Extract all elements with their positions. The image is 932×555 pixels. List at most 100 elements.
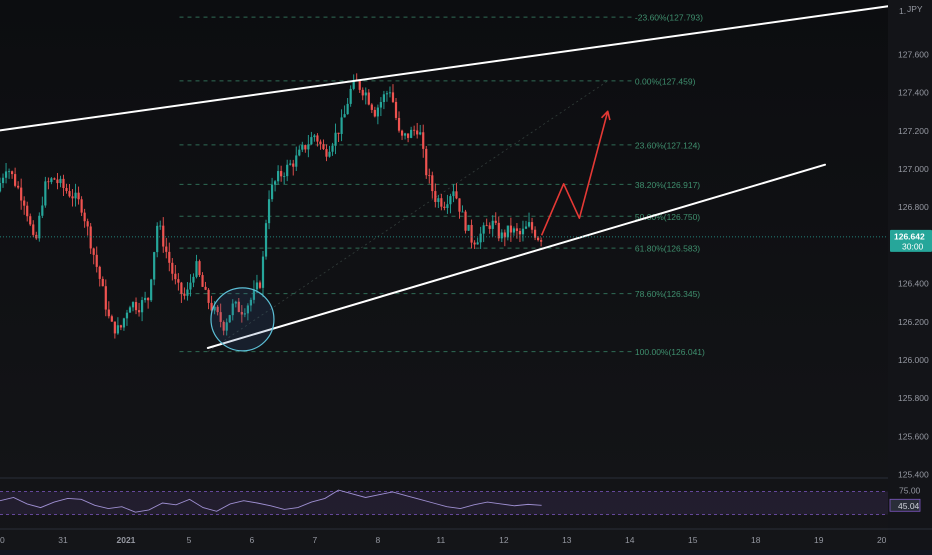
candle-body xyxy=(225,322,228,331)
candle-body xyxy=(53,178,56,180)
candle-body xyxy=(443,206,446,208)
time-tick-label: 6 xyxy=(250,535,255,545)
current-price-label: 126.642 xyxy=(894,231,925,241)
candle-body xyxy=(1,177,5,184)
candle-body xyxy=(491,220,494,229)
candle-body xyxy=(334,132,337,146)
candle-body xyxy=(219,312,222,322)
time-tick-label: 18 xyxy=(751,535,761,545)
bar-countdown-label: 30:00 xyxy=(902,241,924,251)
candle-body xyxy=(416,130,419,135)
candle-body xyxy=(400,130,404,136)
candle-body xyxy=(249,299,253,306)
candle-body xyxy=(331,145,334,152)
candle-body xyxy=(186,289,189,296)
projection-path[interactable] xyxy=(540,110,611,236)
candle-body xyxy=(328,151,331,157)
candle-body xyxy=(325,149,328,157)
candle-body xyxy=(0,183,2,192)
candle-body xyxy=(231,303,234,316)
highlight-circle[interactable] xyxy=(210,287,275,352)
time-tick-label: 5 xyxy=(187,535,192,545)
time-tick-label: 11 xyxy=(436,535,445,545)
candle-body xyxy=(4,171,8,178)
candle-body xyxy=(512,228,516,233)
candle-body xyxy=(422,132,425,149)
candle-body xyxy=(267,199,271,224)
candle-body xyxy=(159,225,162,227)
candle-body xyxy=(104,286,107,310)
current-price-badge[interactable] xyxy=(890,229,932,252)
lower-trendline-line[interactable] xyxy=(206,163,827,349)
candle-body xyxy=(264,223,268,257)
candle-body xyxy=(524,226,528,229)
candle-body xyxy=(319,141,322,145)
candle-body xyxy=(434,191,437,202)
candle-body xyxy=(201,275,204,287)
candle-body xyxy=(68,191,71,197)
candle-body xyxy=(425,148,428,176)
candle-body xyxy=(228,315,231,323)
candle-body xyxy=(373,109,376,117)
candle-body xyxy=(361,89,364,96)
candle-body xyxy=(536,237,540,241)
highlight-circle-shape[interactable] xyxy=(210,287,275,352)
candle-body xyxy=(240,311,243,315)
candle-body xyxy=(174,273,177,280)
candle-body xyxy=(292,163,295,167)
candle-body xyxy=(107,309,110,317)
time-tick-label: 20 xyxy=(877,535,887,545)
candle-body xyxy=(71,196,74,199)
fib-diagonal-line xyxy=(207,80,608,352)
candle-body xyxy=(210,302,213,311)
candle-body xyxy=(298,149,301,156)
rsi-line xyxy=(0,489,542,513)
candle-body xyxy=(419,132,422,135)
trendlines[interactable] xyxy=(0,5,889,349)
time-tick-label: 13 xyxy=(562,535,572,545)
candle-body xyxy=(137,310,141,313)
fibonacci-retracement[interactable]: -23.60%(127.793) 0.00%(127.459) 23.60%(127… xyxy=(179,13,705,357)
candle-body xyxy=(83,212,86,222)
upper-channel-line[interactable] xyxy=(0,5,889,132)
candle-body xyxy=(367,92,370,105)
candle-body xyxy=(376,107,379,117)
instrument-label: JPY xyxy=(907,4,923,14)
candle-body xyxy=(150,279,153,301)
candle-body xyxy=(464,211,467,231)
candle-body xyxy=(62,178,65,188)
candle-body xyxy=(41,205,44,216)
price-axis[interactable]: 1. JPY 127.600 127.400 127.200 127.000 126.800… xyxy=(888,0,932,550)
candle-body xyxy=(246,305,249,314)
candle-body xyxy=(388,92,392,94)
candle-body xyxy=(440,198,443,207)
candle-body xyxy=(171,262,174,274)
projection-polyline[interactable] xyxy=(540,111,609,236)
candle-body xyxy=(307,144,310,150)
time-tick-label: 15 xyxy=(688,535,698,545)
candlestick-series xyxy=(0,73,543,339)
candle-body xyxy=(89,226,92,249)
candle-body xyxy=(500,232,503,239)
price-tick-label: 126.400 xyxy=(898,279,929,289)
candle-body xyxy=(446,204,449,208)
candle-body xyxy=(467,224,470,231)
time-tick-label: 12 xyxy=(499,535,509,545)
candle-body xyxy=(207,289,210,303)
time-axis[interactable]: 0 31 2021 5 6 7 8 11 12 13 14 15 18 19 20 xyxy=(0,528,932,545)
fib-level-label: 50.00%(126.750) xyxy=(635,212,700,222)
candle-body xyxy=(289,163,292,165)
candle-body xyxy=(168,251,171,263)
candle-body xyxy=(280,171,283,177)
candle-body xyxy=(540,240,543,242)
candle-body xyxy=(397,117,401,131)
candle-body xyxy=(497,222,500,239)
candle-body xyxy=(47,181,50,183)
candle-body xyxy=(44,181,47,206)
candle-body xyxy=(455,191,458,199)
candle-body xyxy=(131,302,135,308)
candle-body xyxy=(509,225,512,233)
rsi-pane[interactable] xyxy=(0,477,932,515)
